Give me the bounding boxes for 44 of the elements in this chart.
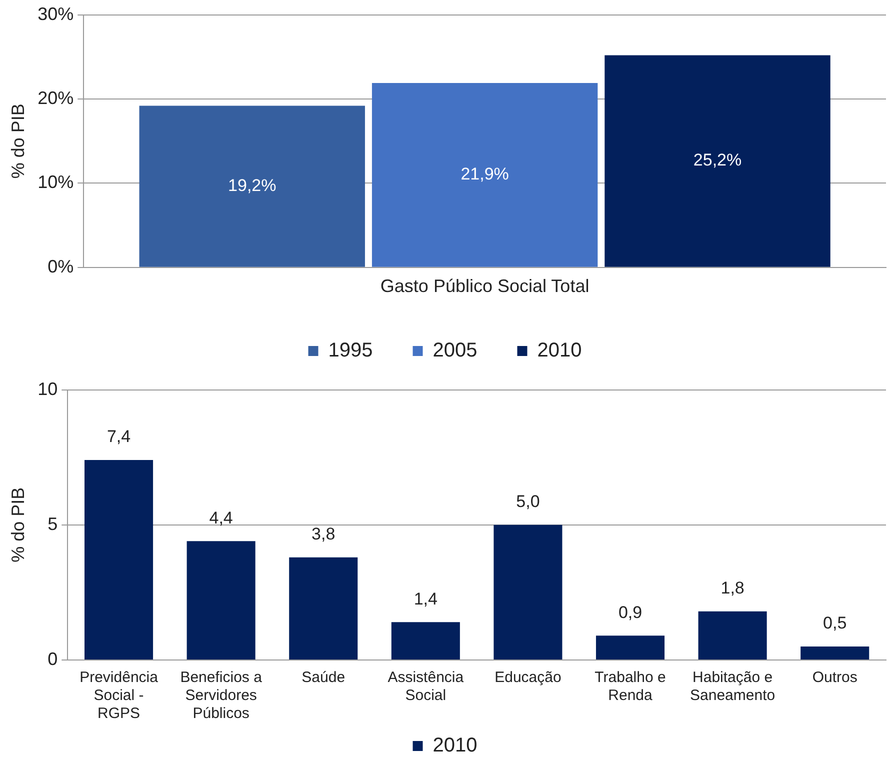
bar — [604, 55, 830, 267]
x-tick-label: Previdência Social - RGPS — [80, 669, 159, 722]
data-label: 1,8 — [720, 578, 744, 598]
x-tick-label: Habitação e Saneamento — [690, 669, 776, 704]
data-label: 25,2% — [693, 150, 742, 170]
bar — [84, 460, 154, 660]
data-label: 1,4 — [414, 589, 438, 608]
y-tick-label: 5 — [48, 514, 58, 534]
y-tick-label: 0 — [48, 648, 58, 669]
bar — [698, 611, 767, 660]
legend-label: 1995 — [328, 340, 373, 362]
x-tick-label: Saúde — [302, 669, 346, 686]
x-tick-label: Outros — [812, 669, 858, 686]
bar — [596, 636, 665, 660]
y-tick-label: 30% — [38, 4, 74, 24]
y-tick-label: 10 — [38, 378, 58, 399]
y-tick-label: 20% — [38, 88, 74, 108]
legend-label: 2005 — [432, 340, 478, 362]
data-label: 3,8 — [312, 524, 336, 544]
x-tick-label: Gasto Público Social Total — [380, 276, 590, 296]
bar — [372, 83, 598, 267]
x-tick-label: Assistência Social — [388, 669, 464, 704]
x-tick-label: Educação — [494, 669, 562, 686]
bar — [800, 646, 870, 660]
bar — [391, 622, 460, 660]
y-tick-label: 10% — [38, 172, 74, 192]
legend-label: 2010 — [537, 340, 582, 362]
data-label: 4,4 — [209, 508, 233, 528]
y-axis-title: % do PIB — [8, 104, 28, 179]
data-label: 7,4 — [106, 427, 131, 446]
x-tick-label: Beneficios a Servidores Públicos — [180, 669, 263, 722]
data-label: 19,2% — [228, 176, 276, 196]
bar — [494, 524, 562, 660]
data-label: 0,9 — [618, 602, 642, 622]
bar — [139, 106, 365, 267]
data-label: 0,5 — [823, 614, 847, 633]
bar — [289, 557, 358, 660]
y-axis-title: % do PIB — [8, 487, 28, 562]
data-label: 21,9% — [460, 164, 509, 184]
bar — [186, 541, 256, 660]
x-tick-label: Trabalho e Renda — [594, 669, 666, 704]
y-tick-label: 0% — [48, 256, 74, 276]
legend-label: 2010 — [432, 734, 478, 757]
data-label: 5,0 — [516, 492, 540, 512]
